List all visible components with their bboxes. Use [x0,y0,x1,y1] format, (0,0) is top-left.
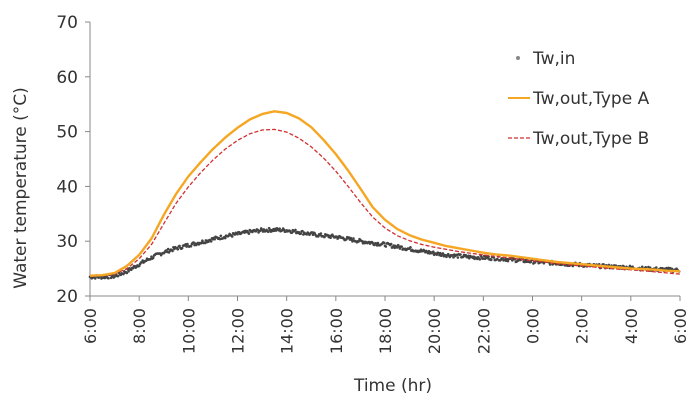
tw-in-point [435,253,439,256]
legend-item: Tw,in [516,49,575,69]
tw-in-point [93,277,97,280]
tw-in-point [247,232,251,235]
legend-item: Tw,out,Type A [508,89,650,109]
y-tick-label: 50 [56,123,78,143]
tw-in-point [577,264,581,268]
y-tick-label: 40 [56,177,78,197]
legend-label: Tw,in [532,49,575,69]
tw-in-point [389,242,393,246]
x-tick-label: 22:00 [474,308,493,354]
legend: Tw,in Tw,out,Type A Tw,out,Type B [508,49,650,149]
series-line [89,110,681,277]
tw-in-point [357,240,360,243]
tw-in-point [316,235,320,238]
tw-in-point [478,258,482,261]
tw-in-point [529,260,533,264]
x-tick-label: 18:00 [376,308,395,354]
tw-in-point [186,242,189,246]
tw-in-point [171,249,174,253]
x-tick-label: 16:00 [327,308,346,354]
tw-in-point [176,247,180,251]
y-tick-label: 20 [56,287,78,307]
legend-marker [516,56,520,60]
tw-in-point [278,227,281,230]
tw-in-point [180,246,184,250]
legend-item: Tw,out,Type B [508,129,649,149]
tw-in-point [189,244,193,248]
y-ticks: 20 30 40 50 60 70 [56,13,90,307]
tw-in-point [213,237,216,241]
tw-in-point [319,232,323,235]
tw-in-point [384,245,388,248]
tw-in-point [382,241,386,245]
tw-in-point [452,256,455,259]
tw-in-point [400,245,403,248]
tw-in-point [178,244,181,248]
legend-label: Tw,out,Type A [532,89,650,109]
tw-in-point [441,252,445,255]
tw-in-point [236,232,239,236]
series-tw-out-type-b [89,128,681,277]
tw-in-point [122,272,125,276]
tw-in-point [294,228,297,232]
tw-in-point [116,274,120,278]
axes [89,22,680,297]
tw-in-point [299,232,303,235]
tw-in-point [506,259,510,263]
tw-in-point [640,265,644,269]
x-tick-label: 8:00 [130,308,149,344]
x-tick-label: 14:00 [278,308,297,354]
tw-in-point [376,241,380,245]
tw-in-point [459,253,462,256]
tw-in-point [409,246,412,249]
tw-in-point [107,276,110,280]
tw-in-point [201,239,204,243]
series-tw-out-type-a [89,110,681,277]
tw-in-point [219,234,223,238]
series-group [88,110,681,280]
x-tick-label: 2:00 [573,308,592,344]
y-tick-label: 30 [56,232,78,252]
legend-label: Tw,out,Type B [532,129,649,149]
tw-in-point [548,263,552,266]
tw-in-point [467,256,471,260]
y-tick-label: 60 [56,68,78,88]
x-axis-label: Time (hr) [353,376,432,396]
y-axis-label: Water temperature (°C) [11,87,31,289]
x-tick-label: 6:00 [671,308,689,344]
tw-in-point [166,247,170,251]
tw-in-point [431,250,435,253]
x-tick-label: 4:00 [622,308,641,344]
x-ticks: 6:00 8:00 10:00 12:00 14:00 16:00 18:00 20:00 22… [81,296,689,354]
tw-in-point [571,264,575,268]
x-tick-label: 10:00 [179,308,198,354]
y-tick-label: 70 [56,13,78,33]
tw-in-point [266,230,270,234]
tw-in-point [323,235,326,239]
tw-in-point [352,237,355,240]
x-tick-label: 6:00 [81,308,100,344]
tw-in-point [311,233,315,237]
tw-in-point [329,236,332,240]
x-tick-label: 12:00 [229,308,248,354]
tw-in-point [125,271,129,275]
tw-in-point [127,270,130,273]
x-tick-label: 20:00 [425,308,444,354]
x-tick-label: 0:00 [524,308,543,344]
tw-in-point [489,258,493,262]
tw-in-point [301,229,304,233]
tw-in-point [223,236,227,240]
tw-in-point [209,240,213,243]
tw-in-point [456,256,460,259]
series-line [89,128,681,277]
series-tw-in [88,226,681,280]
tw-in-point [644,265,648,269]
tw-in-point [151,256,155,260]
tw-in-point [654,266,658,269]
tw-in-point [230,235,234,238]
tw-in-point [670,267,674,271]
